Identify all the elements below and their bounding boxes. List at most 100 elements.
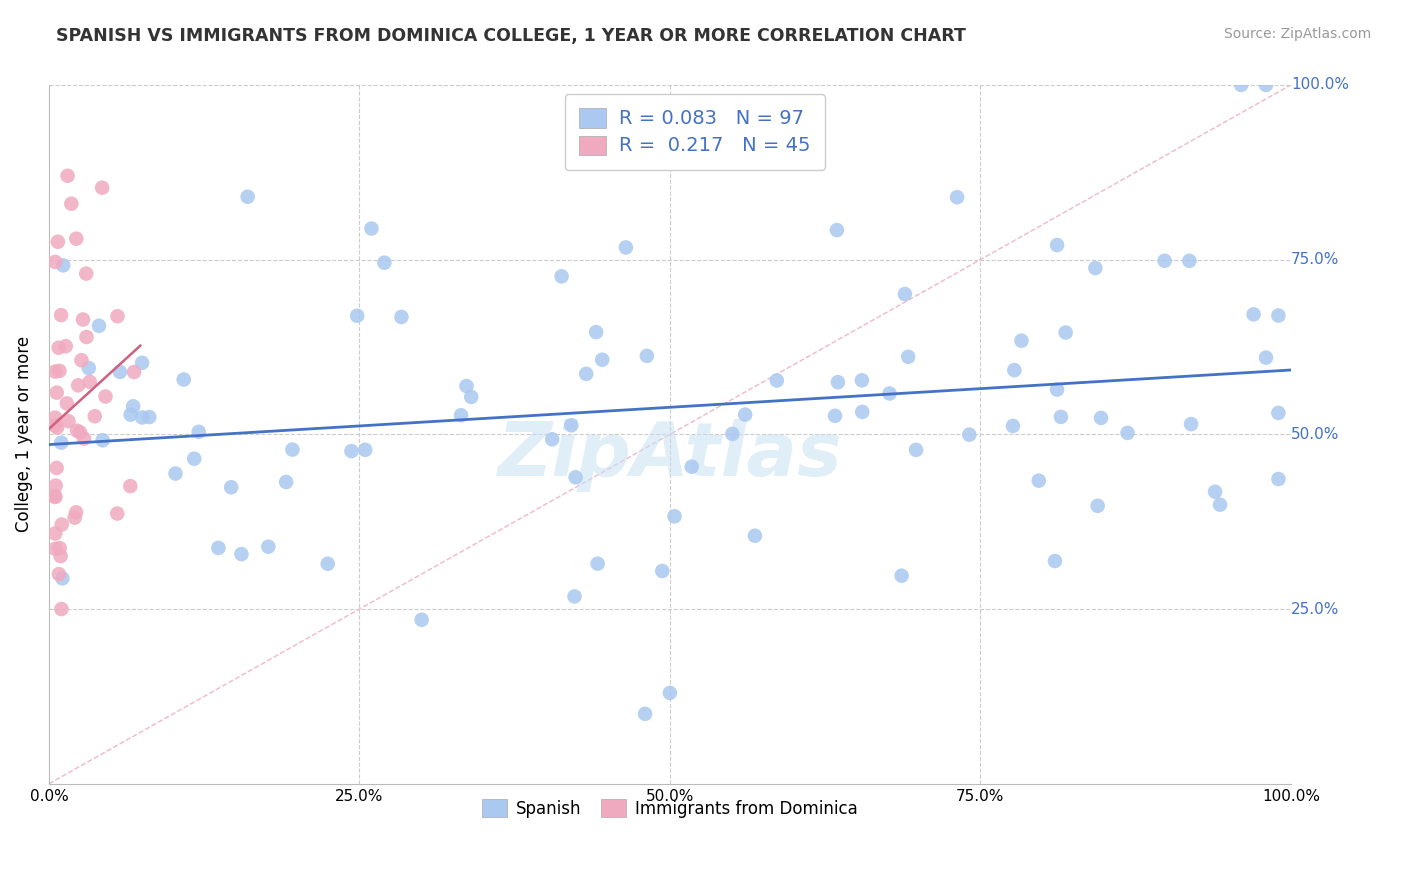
Point — [634, 706, 657, 721]
Point — [890, 568, 912, 582]
Point — [1243, 307, 1265, 321]
Point — [591, 352, 613, 367]
Point — [94, 389, 117, 403]
Point — [1002, 363, 1025, 377]
Point — [122, 365, 145, 379]
Point — [564, 470, 586, 484]
Point — [91, 433, 114, 447]
Point — [70, 353, 93, 368]
Point — [389, 310, 412, 324]
Point — [360, 221, 382, 235]
Text: 25.0%: 25.0% — [1291, 601, 1339, 616]
Point — [183, 451, 205, 466]
Point — [120, 408, 142, 422]
Point — [1046, 238, 1069, 252]
Point — [46, 235, 69, 249]
Point — [44, 489, 66, 503]
Point — [219, 480, 242, 494]
Text: SPANISH VS IMMIGRANTS FROM DOMINICA COLLEGE, 1 YEAR OR MORE CORRELATION CHART: SPANISH VS IMMIGRANTS FROM DOMINICA COLL… — [56, 27, 966, 45]
Point — [236, 190, 259, 204]
Point — [560, 418, 582, 433]
Point — [77, 361, 100, 376]
Point — [946, 190, 969, 204]
Point — [44, 410, 66, 425]
Point — [87, 318, 110, 333]
Point — [48, 567, 70, 582]
Point — [79, 375, 101, 389]
Point — [131, 356, 153, 370]
Point — [957, 427, 980, 442]
Point — [44, 365, 66, 379]
Point — [44, 418, 66, 433]
Point — [48, 364, 70, 378]
Point — [1054, 326, 1077, 340]
Text: 50.0%: 50.0% — [1291, 427, 1339, 442]
Point — [614, 240, 637, 254]
Point — [1084, 260, 1107, 275]
Point — [586, 557, 609, 571]
Point — [131, 410, 153, 425]
Point — [1254, 351, 1277, 365]
Point — [1230, 78, 1253, 92]
Point — [45, 461, 67, 475]
Point — [851, 373, 873, 387]
Point — [65, 505, 87, 519]
Text: ZipAtlas: ZipAtlas — [498, 419, 842, 491]
Point — [827, 375, 849, 389]
Point — [46, 420, 69, 434]
Point — [879, 386, 901, 401]
Point — [651, 564, 673, 578]
Point — [450, 409, 472, 423]
Point — [1267, 309, 1289, 323]
Point — [51, 602, 73, 616]
Point — [721, 426, 744, 441]
Text: 75.0%: 75.0% — [1291, 252, 1339, 267]
Point — [905, 442, 928, 457]
Point — [541, 432, 564, 446]
Point — [585, 325, 607, 339]
Point — [56, 396, 79, 410]
Point — [44, 490, 66, 504]
Point — [276, 475, 298, 489]
Point — [1028, 474, 1050, 488]
Point — [316, 557, 339, 571]
Point — [658, 686, 681, 700]
Point — [1267, 472, 1289, 486]
Point — [207, 541, 229, 555]
Point — [1178, 253, 1201, 268]
Point — [65, 232, 87, 246]
Point — [49, 308, 72, 322]
Point — [851, 405, 873, 419]
Point — [1001, 419, 1024, 434]
Point — [51, 517, 73, 532]
Point — [1116, 425, 1139, 440]
Point — [165, 467, 187, 481]
Point — [44, 255, 66, 269]
Point — [91, 180, 114, 194]
Point — [83, 409, 105, 424]
Point — [1204, 484, 1226, 499]
Point — [1209, 498, 1232, 512]
Point — [636, 349, 658, 363]
Point — [824, 409, 846, 423]
Point — [346, 309, 368, 323]
Point — [60, 196, 83, 211]
Point — [1254, 78, 1277, 92]
Point — [187, 425, 209, 439]
Point — [138, 410, 160, 425]
Point — [340, 444, 363, 458]
Point — [55, 339, 77, 353]
Text: 100.0%: 100.0% — [1291, 78, 1348, 93]
Point — [257, 540, 280, 554]
Point — [76, 330, 98, 344]
Point — [56, 169, 79, 183]
Point — [1050, 409, 1073, 424]
Point — [108, 365, 131, 379]
Point — [1087, 499, 1109, 513]
Point — [45, 385, 67, 400]
Point — [52, 258, 75, 272]
Point — [107, 310, 129, 324]
Point — [897, 350, 920, 364]
Point — [75, 267, 97, 281]
Point — [44, 541, 66, 556]
